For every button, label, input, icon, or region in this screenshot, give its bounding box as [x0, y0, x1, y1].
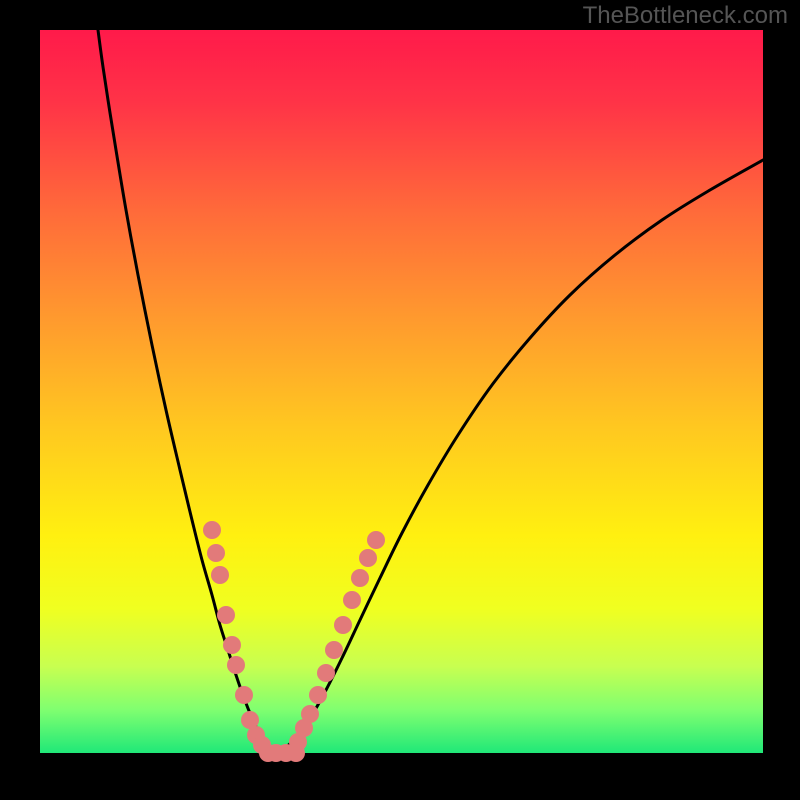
- data-dot: [217, 606, 235, 624]
- data-dot: [301, 705, 319, 723]
- data-dot: [351, 569, 369, 587]
- watermark-text: TheBottleneck.com: [583, 2, 788, 30]
- data-dot: [317, 664, 335, 682]
- curve-left: [98, 30, 273, 753]
- data-dot: [227, 656, 245, 674]
- data-dot: [207, 544, 225, 562]
- plot-area: [40, 30, 763, 753]
- chart-curves: [40, 30, 763, 753]
- data-dot: [235, 686, 253, 704]
- data-dot: [203, 521, 221, 539]
- curve-right: [273, 160, 763, 753]
- data-dot: [334, 616, 352, 634]
- data-dot: [211, 566, 229, 584]
- data-dot: [367, 531, 385, 549]
- data-dot: [309, 686, 327, 704]
- data-dot: [325, 641, 343, 659]
- data-dots: [203, 521, 385, 762]
- data-dot: [359, 549, 377, 567]
- data-dot: [343, 591, 361, 609]
- data-dot: [223, 636, 241, 654]
